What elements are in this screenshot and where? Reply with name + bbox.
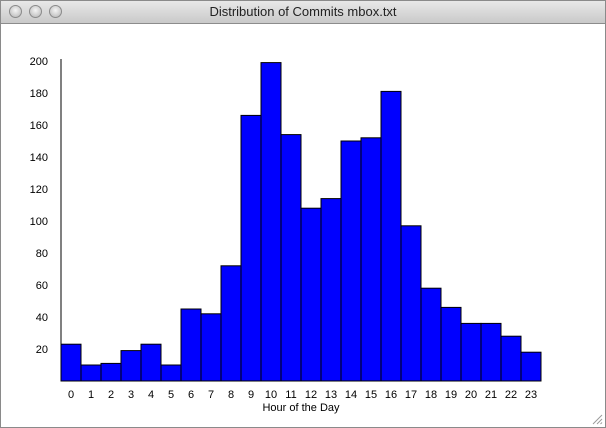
bar-hour-14 <box>340 140 362 382</box>
title-bar: Distribution of Commits mbox.txt <box>1 1 605 24</box>
bar-hour-13 <box>320 198 342 382</box>
bar-hour-0 <box>60 343 82 382</box>
bar-hour-1 <box>80 364 102 382</box>
x-tick-label: 23 <box>525 389 537 401</box>
bar-hour-4 <box>140 343 162 382</box>
x-tick-label: 1 <box>88 389 94 401</box>
bar-hour-15 <box>360 137 382 382</box>
window-title: Distribution of Commits mbox.txt <box>209 4 397 19</box>
x-tick-label: 7 <box>208 389 214 401</box>
x-tick-label: 13 <box>325 389 337 401</box>
zoom-window-button[interactable] <box>49 5 62 18</box>
y-tick-label: 180 <box>30 88 48 100</box>
bar-hour-17 <box>400 225 422 382</box>
bar-hour-19 <box>440 306 462 382</box>
x-tick-label: 9 <box>248 389 254 401</box>
y-tick-label: 140 <box>30 152 48 164</box>
bar-hour-18 <box>420 287 442 382</box>
bar-hour-23 <box>520 351 542 382</box>
x-tick-label: 19 <box>445 389 457 401</box>
bar-hour-9 <box>240 114 262 382</box>
y-tick-label: 40 <box>36 312 48 324</box>
x-tick-label: 2 <box>108 389 114 401</box>
y-tick-label: 20 <box>36 344 48 356</box>
bar-hour-22 <box>500 335 522 382</box>
bar-hour-12 <box>300 207 322 382</box>
x-tick-label: 22 <box>505 389 517 401</box>
bar-hour-11 <box>280 134 302 382</box>
y-tick-label: 100 <box>30 216 48 228</box>
x-tick-label: 11 <box>285 389 296 401</box>
x-tick-label: 8 <box>228 389 234 401</box>
x-tick-label: 21 <box>485 389 497 401</box>
x-tick-label: 14 <box>345 389 357 401</box>
y-tick-label: 80 <box>36 248 48 260</box>
x-tick-label: 20 <box>465 389 477 401</box>
y-tick-label: 60 <box>36 280 48 292</box>
x-tick-label: 5 <box>168 389 174 401</box>
y-tick-label: 120 <box>30 184 48 196</box>
y-tick-label: 200 <box>30 56 48 68</box>
bar-hour-10 <box>260 62 282 382</box>
resize-grip-icon[interactable] <box>590 412 603 425</box>
bar-hour-2 <box>100 362 122 382</box>
y-tick-label: 160 <box>30 120 48 132</box>
x-tick-label: 15 <box>365 389 377 401</box>
x-tick-label: 6 <box>188 389 194 401</box>
x-tick-label: 3 <box>128 389 134 401</box>
x-tick-label: 16 <box>385 389 397 401</box>
bar-hour-21 <box>480 322 502 382</box>
x-tick-label: 10 <box>265 389 277 401</box>
x-tick-label: 17 <box>405 389 417 401</box>
bar-hour-16 <box>380 90 402 382</box>
bar-hour-3 <box>120 350 142 382</box>
bar-hour-7 <box>200 313 222 382</box>
x-tick-label: 4 <box>148 389 154 401</box>
bar-hour-5 <box>160 364 182 382</box>
x-tick-label: 12 <box>305 389 317 401</box>
x-tick-label: 0 <box>68 389 74 401</box>
bar-hour-8 <box>220 265 242 382</box>
close-window-button[interactable] <box>9 5 22 18</box>
minimize-window-button[interactable] <box>29 5 42 18</box>
x-axis-label: Hour of the Day <box>262 402 340 414</box>
x-tick-label: 18 <box>425 389 437 401</box>
bar-hour-20 <box>460 322 482 382</box>
bar-hour-6 <box>180 308 202 382</box>
